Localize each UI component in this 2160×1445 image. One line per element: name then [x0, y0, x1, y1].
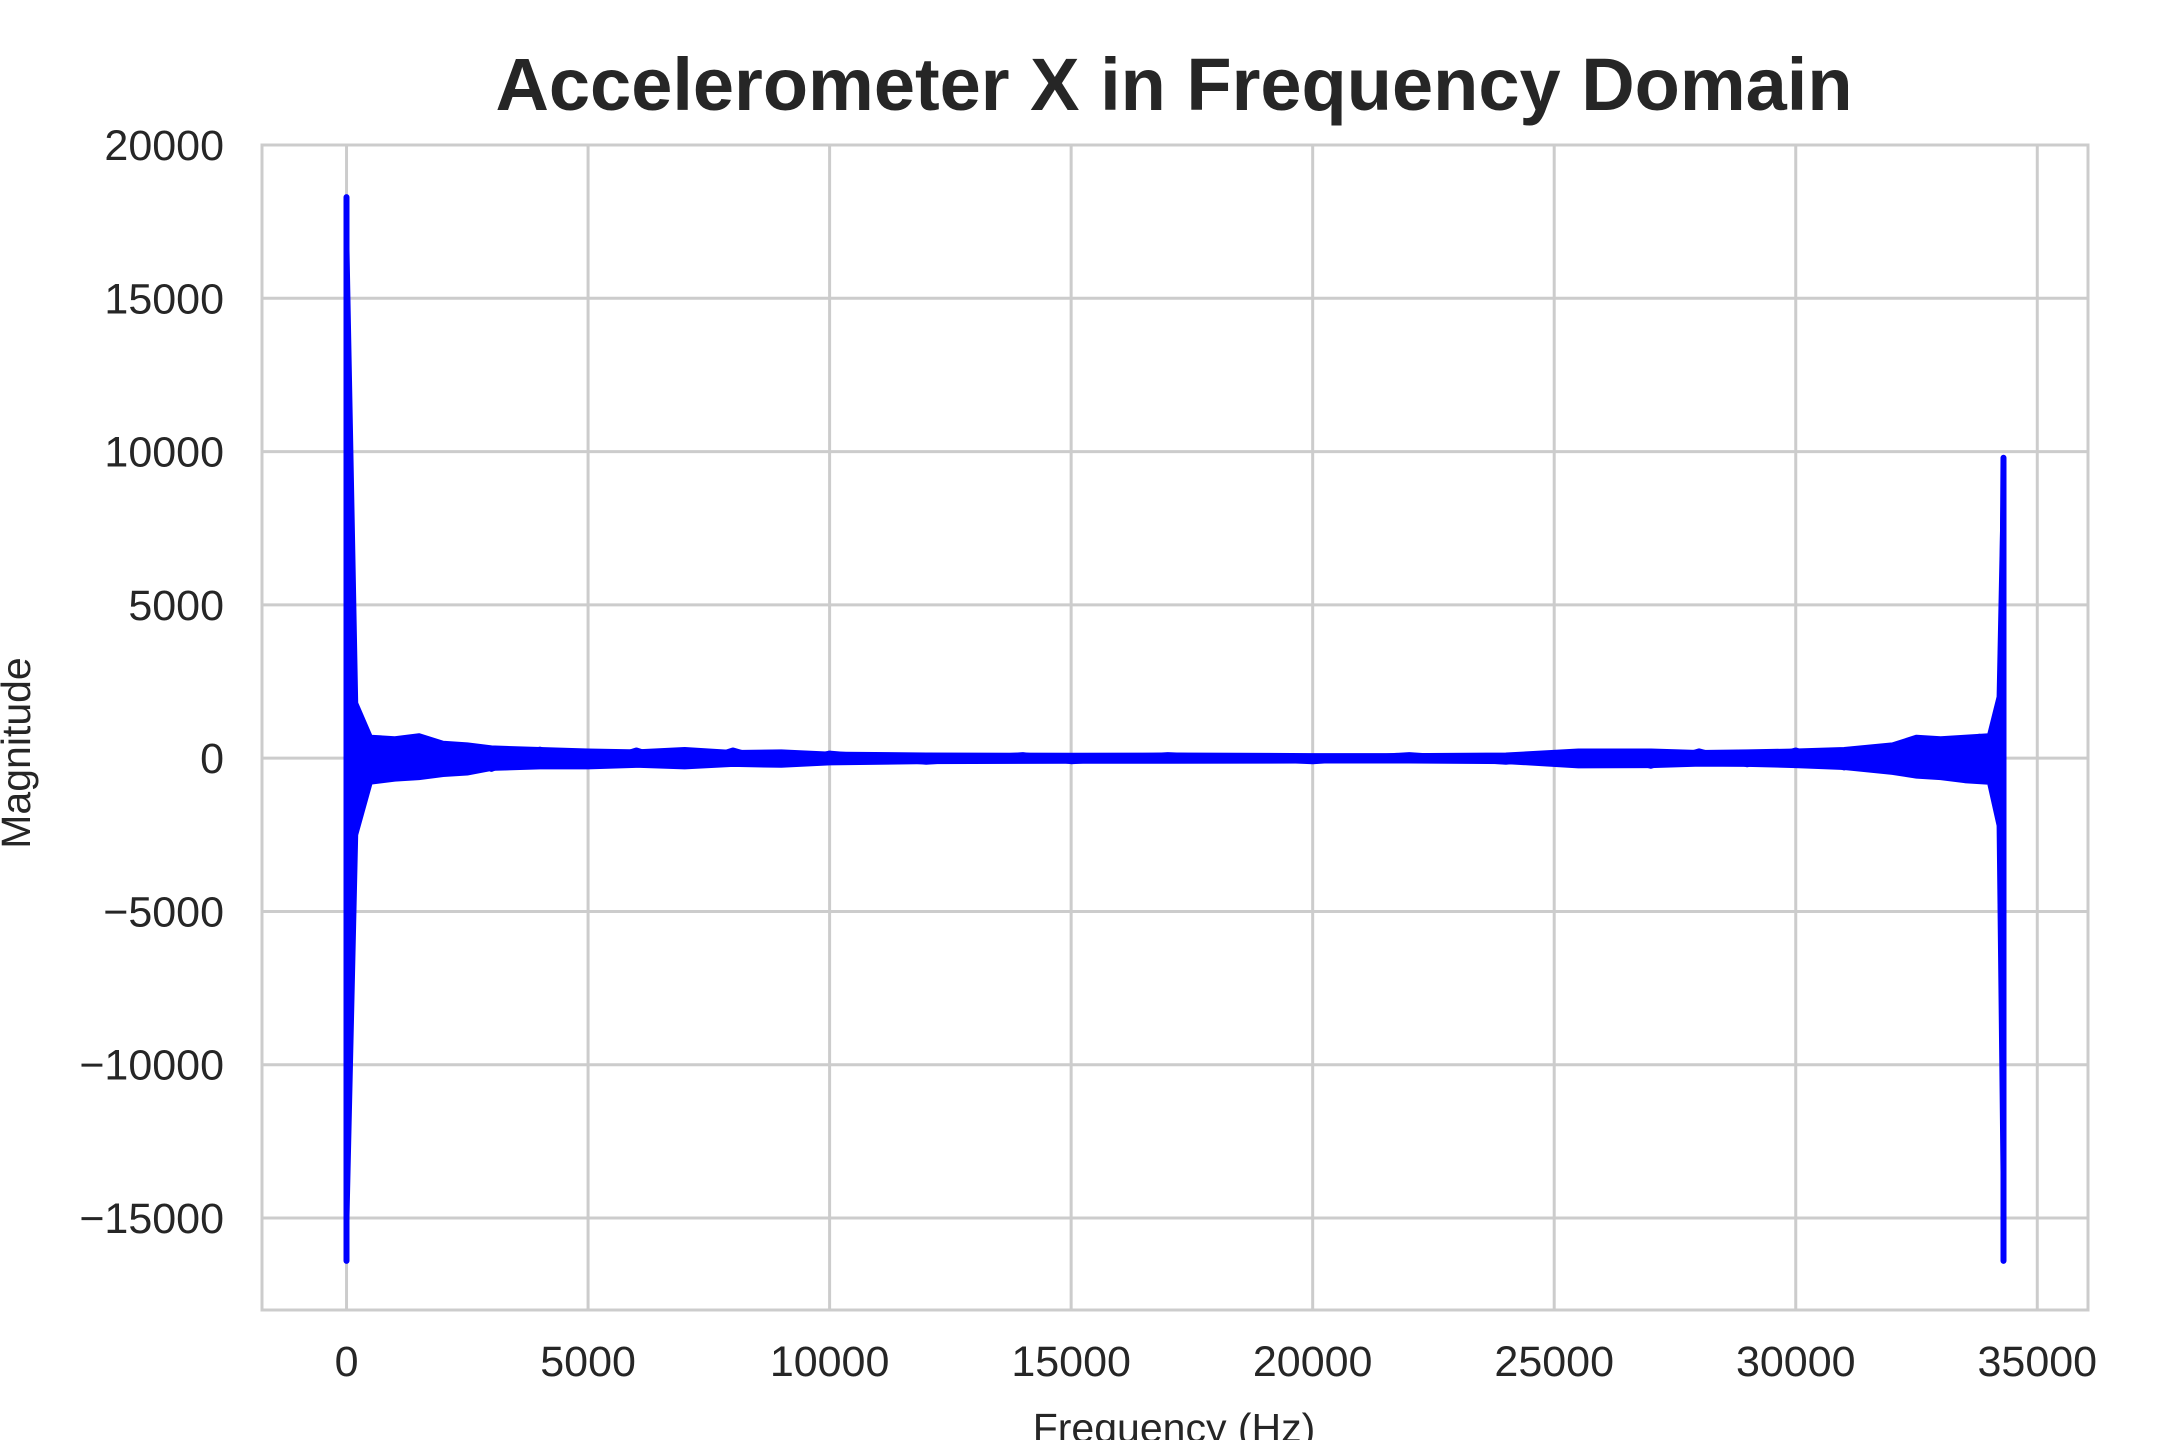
- x-tick-label: 35000: [1977, 1338, 2097, 1386]
- grid: [262, 143, 2088, 1310]
- y-tick-label: −5000: [103, 888, 224, 936]
- chart-title: Accelerometer X in Frequency Domain: [495, 43, 1852, 126]
- x-tick-label: 10000: [770, 1338, 890, 1386]
- series-line: [343, 194, 2007, 1264]
- x-tick-label: 5000: [540, 1338, 636, 1386]
- y-tick-label: 0: [200, 735, 224, 783]
- plot-frame: [260, 143, 2090, 1312]
- y-tick-label: 20000: [104, 122, 224, 170]
- y-tick-label: −15000: [79, 1195, 224, 1243]
- x-tick-label: 30000: [1736, 1338, 1856, 1386]
- y-axis-ticks: 20000 15000 10000 5000 0 −5000 −10000 −15000: [79, 122, 224, 1243]
- x-axis-label: Frequency (Hz): [1033, 1405, 1316, 1440]
- x-tick-label: 15000: [1011, 1338, 1131, 1386]
- x-tick-label: 20000: [1253, 1338, 1373, 1386]
- series-group: [343, 194, 2007, 1264]
- x-tick-label: 25000: [1494, 1338, 1614, 1386]
- x-axis-ticks: 0 5000 10000 15000 20000 25000 30000 35000: [335, 1338, 2097, 1386]
- y-tick-label: 5000: [128, 582, 224, 630]
- series-noise-band: [344, 195, 2006, 1263]
- y-tick-label: 15000: [104, 275, 224, 323]
- y-tick-label: −10000: [79, 1042, 224, 1090]
- x-tick-label: 0: [335, 1338, 359, 1386]
- y-tick-label: 10000: [104, 429, 224, 477]
- y-axis-label: Magnitude: [0, 657, 39, 848]
